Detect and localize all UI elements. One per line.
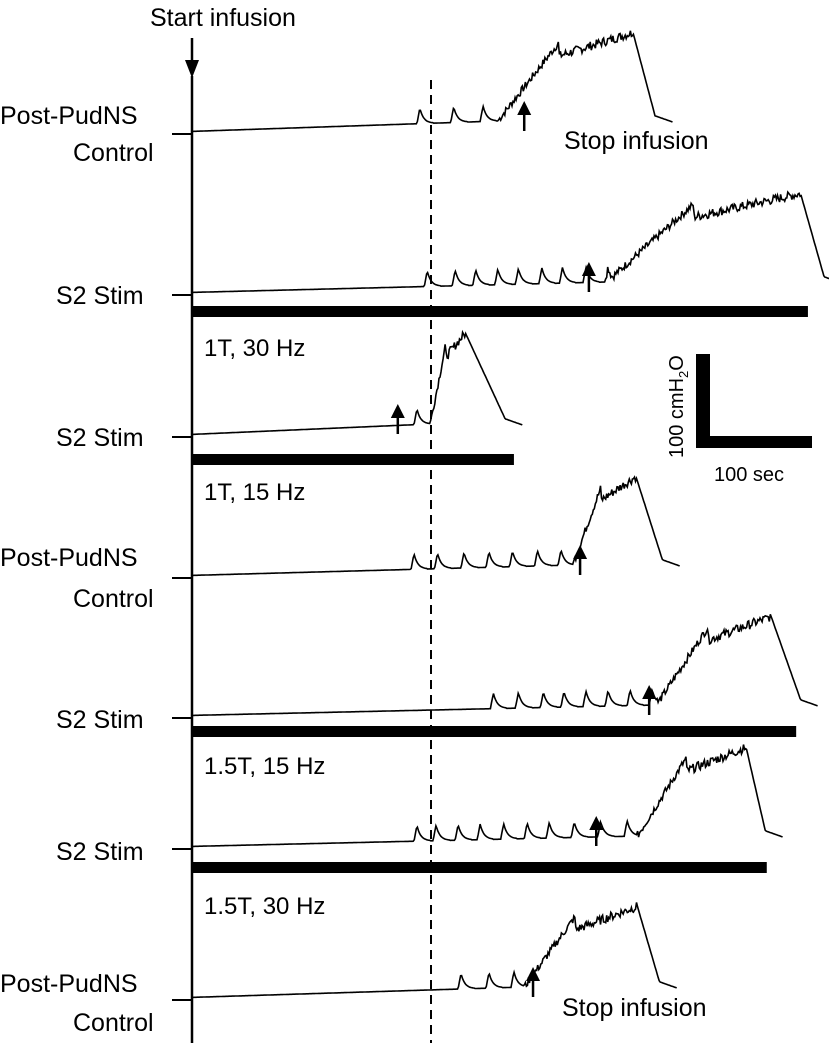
trace-row: Post-PudNS Control <box>0 102 154 167</box>
pressure-trace-line <box>192 744 783 848</box>
stop-infusion-arrow-icon <box>581 262 596 276</box>
trace-row: S2 Stim 1.5T, 15 Hz <box>56 706 325 780</box>
trace-label: Control <box>73 139 154 167</box>
condition-label: 1T, 15 Hz <box>204 479 305 506</box>
stimulation-bar <box>192 726 797 737</box>
stimulation-bar <box>192 862 767 873</box>
trace-label: Post-PudNS <box>0 102 138 130</box>
trace-label: Post-PudNS <box>0 970 138 998</box>
scale-bar-horizontal-label: 100 sec <box>714 464 784 486</box>
trace-row: Post-PudNS Control <box>0 970 154 1037</box>
stop-infusion-arrow-icon <box>589 816 604 830</box>
pressure-trace-line <box>192 30 673 133</box>
stop-infusion-arrow-icon <box>526 967 541 981</box>
condition-label: 1.5T, 30 Hz <box>204 893 325 920</box>
trace-row: S2 Stim 1.5T, 30 Hz <box>56 838 325 920</box>
pressure-trace-line <box>192 475 680 577</box>
stop-infusion-label: Stop infusion <box>562 994 707 1022</box>
trace-rows: Post-PudNS Control S2 Stim 1T, 30 Hz S2 … <box>0 102 325 1037</box>
start-infusion-label: Start infusion <box>150 4 296 32</box>
trace-layer <box>172 30 829 1001</box>
trace-row: S2 Stim 1T, 15 Hz <box>56 424 305 506</box>
trace-label: Control <box>73 585 154 613</box>
stimulation-bar <box>192 454 514 465</box>
trace-label: S2 Stim <box>56 282 144 310</box>
stimulation-bar <box>192 306 808 317</box>
trace-label: Control <box>73 1009 154 1037</box>
trace-label: S2 Stim <box>56 424 144 452</box>
stop-infusion-label: Stop infusion <box>564 127 709 155</box>
pressure-trace-line <box>192 329 523 436</box>
pressure-trace-line <box>192 190 829 294</box>
trace-label: S2 Stim <box>56 838 144 866</box>
start-infusion-arrow-icon <box>185 38 199 78</box>
trace-label: Post-PudNS <box>0 544 138 572</box>
pressure-trace-line <box>192 614 818 717</box>
trace-row: Post-PudNS Control <box>0 544 154 613</box>
pressure-trace-line <box>192 902 677 999</box>
trace-label: S2 Stim <box>56 706 144 734</box>
stop-infusion-arrow-icon <box>573 545 588 559</box>
scale-bar-vertical-label: 100 cmH2O <box>666 355 691 458</box>
trace-row: S2 Stim 1T, 30 Hz <box>56 282 305 362</box>
stop-infusion-arrow-icon <box>642 685 657 699</box>
stop-infusion-arrow-icon <box>517 101 532 115</box>
stop-infusion-arrow-icon <box>390 404 405 418</box>
condition-label: 1T, 30 Hz <box>204 335 305 362</box>
scale-bar: 100 cmH2O 100 sec <box>666 354 812 486</box>
condition-label: 1.5T, 15 Hz <box>204 753 325 780</box>
